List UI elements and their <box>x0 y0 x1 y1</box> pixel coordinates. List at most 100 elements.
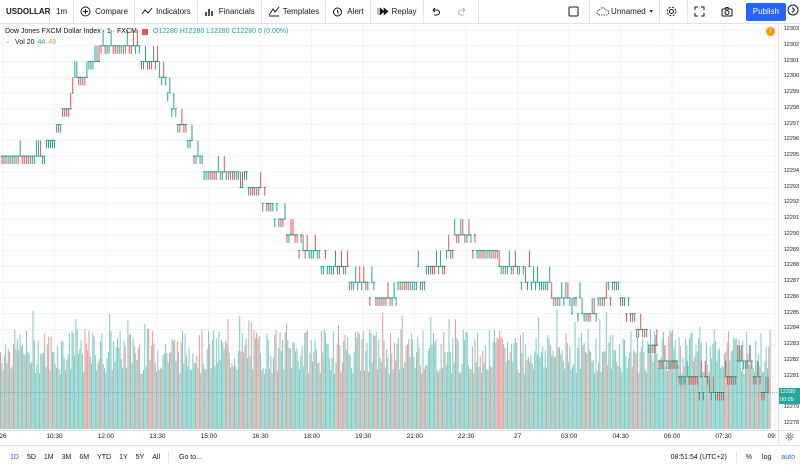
range-6m-button[interactable]: 6M <box>79 453 90 461</box>
volume-bar <box>356 337 358 429</box>
indicators-button[interactable]: Indicators <box>135 0 198 24</box>
redo-button[interactable] <box>451 0 479 24</box>
volume-bar <box>117 338 118 429</box>
series-legend-row[interactable]: Dow Jones FXCM Dollar Index · 1 · FXCM O… <box>5 26 288 37</box>
volume-bar <box>26 331 27 429</box>
settings-button[interactable] <box>660 0 688 24</box>
volume-bar <box>659 361 661 429</box>
volume-bar <box>357 331 359 429</box>
price-tick-label: 12284 <box>783 325 799 332</box>
layout-select-button[interactable] <box>562 0 591 24</box>
volume-bar <box>505 361 507 429</box>
price-scale[interactable]: 12303 12302 12301 12300 12299 12298 12297 12296… <box>778 24 800 430</box>
interval-button[interactable]: 1m <box>50 0 75 24</box>
range-ytd-button[interactable]: YTD <box>97 453 112 461</box>
volume-bar <box>590 352 592 429</box>
price-tick-label: 12290 <box>783 230 799 237</box>
publish-button[interactable]: Publish <box>745 2 786 21</box>
volume-bar <box>315 349 317 429</box>
volume-bar <box>380 362 382 429</box>
layout-name-button[interactable]: Unnamed ▾ <box>590 0 660 24</box>
volume-bar <box>530 355 532 429</box>
volume-legend-row[interactable]: ⌄ Vol 20 44 49 <box>5 37 288 48</box>
volume-bar <box>127 320 129 429</box>
volume-bar <box>457 340 459 429</box>
volume-bar <box>39 373 40 429</box>
volume-bar <box>92 333 94 429</box>
clock-label[interactable]: 08:51:54 (UTC+2) <box>670 453 727 461</box>
volume-bar <box>296 348 298 429</box>
range-1d-button[interactable]: 1D <box>10 453 19 461</box>
volume-bar <box>538 317 540 429</box>
scale-settings-button[interactable] <box>778 430 800 444</box>
range-5d-button[interactable]: 5D <box>26 453 36 461</box>
volume-bar <box>49 370 51 429</box>
volume-bar <box>393 343 395 429</box>
undo-button[interactable] <box>424 0 451 24</box>
volume-bar <box>704 368 706 429</box>
replay-button[interactable]: Replay <box>371 0 424 24</box>
flag-icon[interactable] <box>141 28 148 35</box>
auto-toggle[interactable]: auto <box>781 453 795 461</box>
range-3m-button[interactable]: 3M <box>61 453 72 461</box>
volume-bar <box>764 362 766 429</box>
volume-bar <box>728 331 729 429</box>
range-all-button[interactable]: All <box>152 453 161 461</box>
volume-bar <box>483 362 485 429</box>
financials-button[interactable]: Financials <box>198 0 262 24</box>
goto-button[interactable]: Go to... <box>179 453 202 461</box>
volume-bar <box>468 365 469 429</box>
publish-menu-button[interactable] <box>786 3 800 21</box>
volume-bar <box>228 352 230 429</box>
alert-button[interactable]: Alert <box>326 0 371 24</box>
volume-bar <box>440 344 442 429</box>
volume-bar <box>344 334 346 429</box>
volume-bar <box>514 337 516 429</box>
log-toggle[interactable]: log <box>762 453 772 461</box>
compare-button[interactable]: Compare <box>74 0 136 24</box>
volume-bar <box>348 353 350 429</box>
chevron-down-icon[interactable]: ⌄ <box>5 39 11 45</box>
camera-icon <box>721 6 733 17</box>
volume-bar <box>144 323 146 429</box>
volume-bar <box>455 319 456 429</box>
price-tick-label: 12297 <box>783 120 799 127</box>
warning-badge[interactable]: ! <box>766 27 775 36</box>
right-panel-icon <box>787 3 799 21</box>
volume-bar <box>100 340 102 429</box>
templates-button[interactable]: Templates <box>262 0 327 24</box>
volume-bar <box>653 331 655 429</box>
volume-bar <box>206 348 208 429</box>
snapshot-button[interactable] <box>715 0 742 24</box>
volume-label: Vol 20 <box>15 39 35 46</box>
percent-toggle[interactable]: % <box>745 453 753 461</box>
time-scale[interactable]: 26 10:30 12:00 13:30 15:00 16:30 18:00 19:30 21:… <box>0 430 778 444</box>
volume-bar <box>469 369 471 429</box>
volume-bar <box>624 340 625 429</box>
volume-bar <box>767 368 768 429</box>
volume-bar <box>699 326 701 429</box>
volume-bar <box>252 369 254 429</box>
symbol-search-button[interactable]: USDOLLAR <box>0 0 50 24</box>
volume-bar <box>191 369 193 429</box>
volume-bar <box>746 331 748 429</box>
range-1m-button[interactable]: 1M <box>43 453 54 461</box>
volume-bar <box>362 330 364 429</box>
volume-bar <box>586 353 588 429</box>
time-tick-label: 03:00 <box>560 433 578 440</box>
volume-bar <box>371 362 373 429</box>
volume-bar <box>730 351 732 429</box>
volume-bar <box>148 328 150 429</box>
volume-bar <box>666 370 668 429</box>
volume-bar <box>460 372 462 429</box>
price-chart-pane[interactable] <box>0 24 778 430</box>
volume-bar <box>19 334 21 429</box>
volume-bar <box>260 352 261 429</box>
volume-bar <box>702 372 703 429</box>
volume-bar <box>594 373 596 429</box>
volume-bar <box>59 373 61 429</box>
range-1y-button[interactable]: 1Y <box>119 453 128 461</box>
volume-bar <box>27 351 29 429</box>
range-5y-button[interactable]: 5Y <box>135 453 145 461</box>
fullscreen-button[interactable] <box>688 0 715 24</box>
